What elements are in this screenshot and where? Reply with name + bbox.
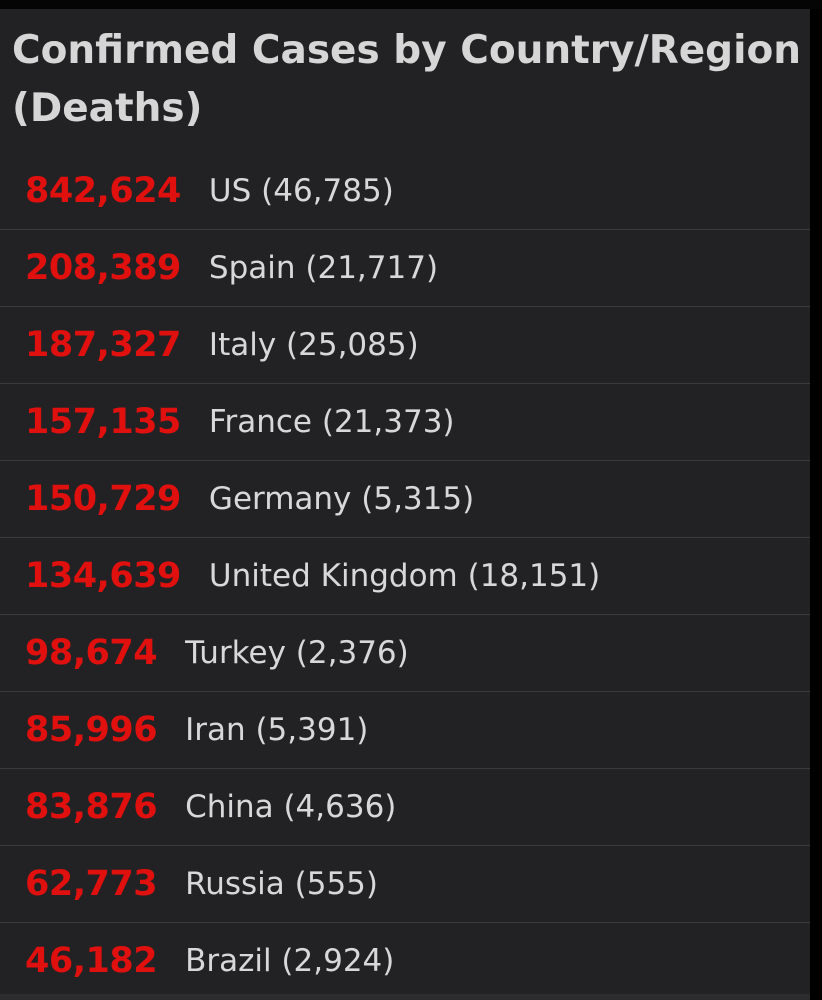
country-label: US (46,785) bbox=[208, 173, 394, 209]
country-label: Iran (5,391) bbox=[185, 712, 369, 748]
list-item[interactable]: 150,729 Germany (5,315) bbox=[0, 461, 810, 538]
list-bottom-edge bbox=[0, 994, 810, 1000]
case-count: 46,182 bbox=[25, 941, 158, 981]
case-count: 83,876 bbox=[25, 787, 158, 827]
top-edge bbox=[0, 0, 822, 9]
country-label: France (21,373) bbox=[208, 404, 455, 440]
list-item[interactable]: 62,773 Russia (555) bbox=[0, 846, 810, 923]
case-count: 208,389 bbox=[25, 248, 181, 288]
country-label: Turkey (2,376) bbox=[185, 635, 409, 671]
case-count: 134,639 bbox=[25, 556, 181, 596]
country-label: Germany (5,315) bbox=[208, 481, 475, 517]
country-list[interactable]: 842,624 US (46,785) 208,389 Spain (21,71… bbox=[0, 153, 810, 999]
case-count: 842,624 bbox=[25, 171, 181, 211]
country-label: United Kingdom (18,151) bbox=[208, 558, 601, 594]
case-count: 157,135 bbox=[25, 402, 181, 442]
cases-panel bbox=[0, 9, 810, 1000]
country-label: Brazil (2,924) bbox=[185, 943, 395, 979]
panel-title: Confirmed Cases by Country/Region (Death… bbox=[12, 28, 802, 131]
list-item[interactable]: 98,674 Turkey (2,376) bbox=[0, 615, 810, 692]
case-count: 150,729 bbox=[25, 479, 181, 519]
list-item[interactable]: 85,996 Iran (5,391) bbox=[0, 692, 810, 769]
list-item[interactable]: 157,135 France (21,373) bbox=[0, 384, 810, 461]
country-label: Spain (21,717) bbox=[208, 250, 439, 286]
case-count: 62,773 bbox=[25, 864, 158, 904]
scrollbar-track[interactable] bbox=[810, 9, 822, 1000]
list-item[interactable]: 46,182 Brazil (2,924) bbox=[0, 923, 810, 999]
country-label: China (4,636) bbox=[185, 789, 397, 825]
list-item[interactable]: 187,327 Italy (25,085) bbox=[0, 307, 810, 384]
case-count: 98,674 bbox=[25, 633, 158, 673]
country-label: Italy (25,085) bbox=[208, 327, 419, 363]
list-item[interactable]: 134,639 United Kingdom (18,151) bbox=[0, 538, 810, 615]
list-item[interactable]: 842,624 US (46,785) bbox=[0, 153, 810, 230]
list-item[interactable]: 83,876 China (4,636) bbox=[0, 769, 810, 846]
case-count: 187,327 bbox=[25, 325, 181, 365]
country-label: Russia (555) bbox=[185, 866, 378, 902]
list-item[interactable]: 208,389 Spain (21,717) bbox=[0, 230, 810, 307]
case-count: 85,996 bbox=[25, 710, 158, 750]
